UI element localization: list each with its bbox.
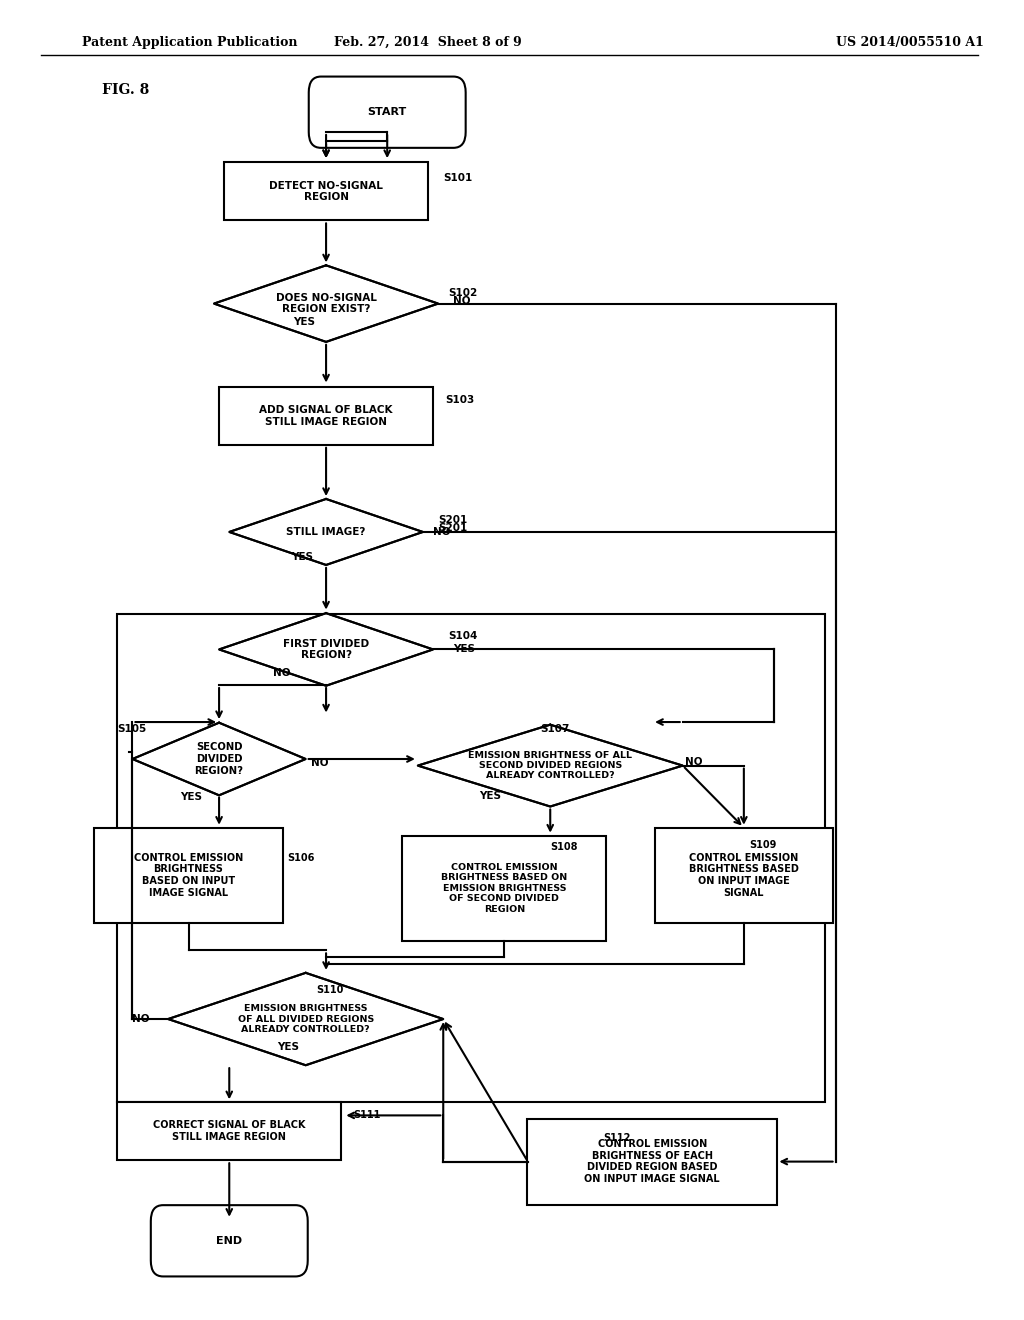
Text: S109: S109	[749, 840, 776, 850]
Text: S102: S102	[449, 288, 477, 298]
FancyBboxPatch shape	[219, 387, 433, 445]
Text: YES: YES	[454, 644, 475, 655]
Text: S111: S111	[353, 1110, 381, 1121]
FancyBboxPatch shape	[224, 162, 428, 220]
Text: NO: NO	[311, 758, 329, 768]
Text: S201: S201	[438, 523, 467, 533]
Text: S104: S104	[449, 631, 478, 642]
Text: S201: S201	[438, 515, 467, 525]
Text: CONTROL EMISSION
BRIGHTNESS BASED ON
EMISSION BRIGHTNESS
OF SECOND DIVIDED
REGIO: CONTROL EMISSION BRIGHTNESS BASED ON EMI…	[441, 863, 567, 913]
Text: STILL IMAGE?: STILL IMAGE?	[287, 527, 366, 537]
Text: US 2014/0055510 A1: US 2014/0055510 A1	[836, 36, 983, 49]
FancyBboxPatch shape	[117, 1102, 341, 1160]
Polygon shape	[168, 973, 443, 1065]
Text: YES: YES	[180, 792, 203, 803]
Text: CORRECT SIGNAL OF BLACK
STILL IMAGE REGION: CORRECT SIGNAL OF BLACK STILL IMAGE REGI…	[153, 1121, 305, 1142]
Text: CONTROL EMISSION
BRIGHTNESS
BASED ON INPUT
IMAGE SIGNAL: CONTROL EMISSION BRIGHTNESS BASED ON INP…	[134, 853, 243, 898]
Polygon shape	[214, 265, 438, 342]
Text: Feb. 27, 2014  Sheet 8 of 9: Feb. 27, 2014 Sheet 8 of 9	[334, 36, 522, 49]
FancyBboxPatch shape	[151, 1205, 308, 1276]
Text: NO: NO	[685, 756, 702, 767]
Text: DOES NO-SIGNAL
REGION EXIST?: DOES NO-SIGNAL REGION EXIST?	[275, 293, 377, 314]
Text: YES: YES	[479, 791, 501, 801]
FancyBboxPatch shape	[94, 828, 283, 923]
Text: S107: S107	[540, 723, 569, 734]
Text: EMISSION BRIGHTNESS
OF ALL DIVIDED REGIONS
ALREADY CONTROLLED?: EMISSION BRIGHTNESS OF ALL DIVIDED REGIO…	[238, 1005, 374, 1034]
Text: NO: NO	[273, 668, 291, 678]
Text: CONTROL EMISSION
BRIGHTNESS OF EACH
DIVIDED REGION BASED
ON INPUT IMAGE SIGNAL: CONTROL EMISSION BRIGHTNESS OF EACH DIVI…	[585, 1139, 720, 1184]
Text: S108: S108	[550, 842, 578, 853]
FancyBboxPatch shape	[654, 828, 833, 923]
Polygon shape	[229, 499, 423, 565]
Text: YES: YES	[278, 1041, 299, 1052]
Text: FIRST DIVIDED
REGION?: FIRST DIVIDED REGION?	[283, 639, 369, 660]
Polygon shape	[132, 722, 306, 795]
Text: S110: S110	[315, 985, 343, 995]
Text: DETECT NO-SIGNAL
REGION: DETECT NO-SIGNAL REGION	[269, 181, 383, 202]
Text: FIG. 8: FIG. 8	[102, 83, 150, 96]
Text: S105: S105	[117, 723, 146, 734]
Text: EMISSION BRIGHTNESS OF ALL
SECOND DIVIDED REGIONS
ALREADY CONTROLLED?: EMISSION BRIGHTNESS OF ALL SECOND DIVIDE…	[468, 751, 632, 780]
Text: YES: YES	[292, 552, 313, 562]
Text: CONTROL EMISSION
BRIGHTNESS BASED
ON INPUT IMAGE
SIGNAL: CONTROL EMISSION BRIGHTNESS BASED ON INP…	[689, 853, 799, 898]
Text: S103: S103	[445, 395, 474, 405]
FancyBboxPatch shape	[527, 1119, 777, 1204]
Text: NO: NO	[433, 527, 451, 537]
Text: START: START	[368, 107, 407, 117]
Polygon shape	[418, 725, 683, 807]
Text: NO: NO	[454, 296, 471, 306]
Text: END: END	[216, 1236, 243, 1246]
Text: SECOND
DIVIDED
REGION?: SECOND DIVIDED REGION?	[195, 742, 244, 776]
Text: S112: S112	[603, 1133, 631, 1143]
Text: ADD SIGNAL OF BLACK
STILL IMAGE REGION: ADD SIGNAL OF BLACK STILL IMAGE REGION	[259, 405, 393, 426]
Text: YES: YES	[294, 317, 315, 327]
Polygon shape	[219, 612, 433, 686]
Text: Patent Application Publication: Patent Application Publication	[82, 36, 297, 49]
Text: NO: NO	[132, 1014, 150, 1024]
FancyBboxPatch shape	[402, 836, 606, 941]
FancyBboxPatch shape	[309, 77, 466, 148]
Text: S101: S101	[443, 173, 472, 183]
Text: S106: S106	[288, 853, 314, 863]
